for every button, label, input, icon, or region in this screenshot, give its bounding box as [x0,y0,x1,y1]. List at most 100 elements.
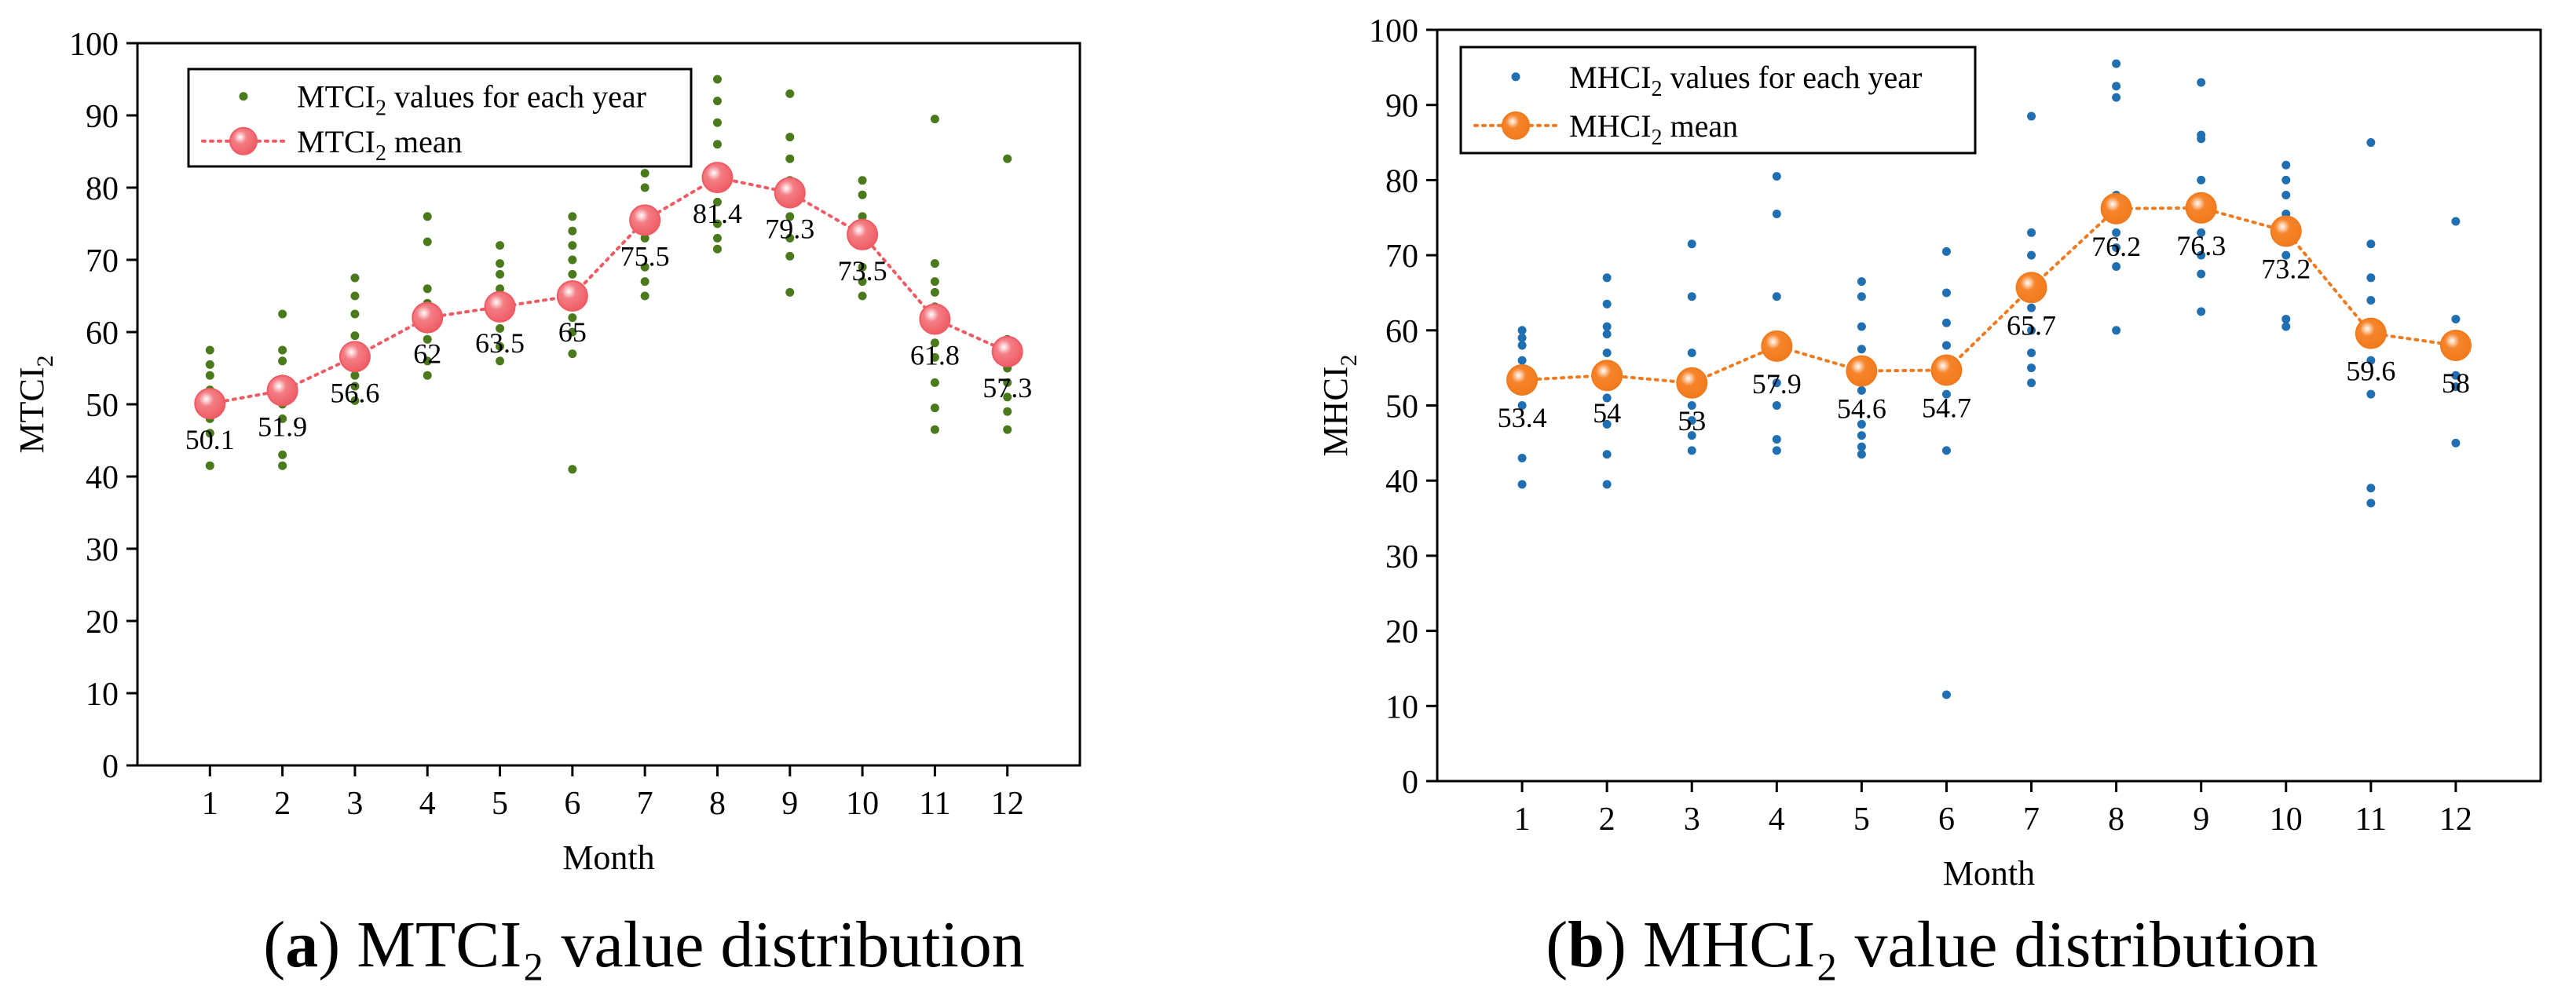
year-value-point [278,461,287,470]
year-value-point [1003,393,1012,402]
year-value-point [1003,378,1012,387]
mean-value-label: 57.3 [982,372,1032,404]
year-value-point [1602,330,1612,339]
year-value-point [350,382,360,391]
mean-value-label: 53.4 [1498,402,1547,433]
year-value-point [1857,419,1866,429]
year-value-point [640,277,649,287]
x-tick-label: 11 [919,786,950,822]
x-tick-label: 7 [637,786,653,822]
mean-marker [701,162,734,194]
mean-marker [991,335,1023,367]
x-tick-label: 2 [1599,802,1615,838]
y-tick-label: 80 [1385,163,1418,199]
mean-value-label: 76.2 [2091,231,2141,262]
x-tick-label: 6 [564,786,580,822]
mean-value-label: 73.2 [2261,253,2311,284]
year-value-point [205,345,214,355]
year-value-point [858,262,867,272]
year-value-point [278,345,287,355]
year-value-point [712,233,722,243]
year-value-point [2112,93,2121,102]
legend-mean-marker [229,126,258,155]
year-value-point [1687,239,1696,249]
mean-value-label: 81.4 [693,198,742,229]
year-value-point [930,378,939,387]
mean-value-label: 76.3 [2176,230,2226,261]
year-value-point [2197,175,2206,184]
year-value-point [568,465,577,474]
mean-marker [194,388,226,420]
mean-value-label: 75.5 [620,240,670,272]
y-tick-label: 40 [1385,464,1418,500]
mean-value-label: 58 [2442,367,2470,399]
year-value-point [1941,288,1951,298]
x-tick-label: 6 [1938,802,1955,838]
year-value-point [712,140,722,149]
legend-label: MTCI2 values for each year [297,79,646,121]
year-value-point [1941,318,1951,327]
year-value-point [2112,261,2121,271]
year-value-point [568,241,577,250]
year-value-point [1857,442,1866,451]
year-value-point [1941,341,1951,350]
year-value-point [2027,363,2036,373]
mean-marker [2015,272,2047,304]
year-value-point [496,241,505,250]
year-value-point [278,309,287,319]
x-axis-label: Month [562,838,654,877]
year-value-point [496,356,505,366]
year-value-point [2027,250,2036,260]
y-tick-label: 90 [1385,89,1418,125]
year-value-point [2366,138,2376,148]
mean-marker [2355,317,2387,349]
y-tick-label: 50 [86,388,119,424]
y-tick-label: 10 [86,677,119,713]
year-value-point [1857,277,1866,287]
year-value-point [350,291,360,301]
x-tick-label: 4 [419,786,436,822]
year-value-point [2366,389,2376,399]
y-tick-label: 20 [86,604,119,641]
legend-point-marker [1511,72,1520,82]
y-tick-label: 100 [69,27,119,63]
legend-label-rest: mean [1662,108,1738,144]
legend-label-subscript: 2 [375,97,386,121]
year-value-point [423,334,432,344]
mean-marker [1506,363,1539,396]
year-value-point [1602,450,1612,459]
x-tick-label: 7 [2023,802,2040,838]
year-value-point [1772,446,1781,455]
x-tick-label: 8 [709,786,726,822]
year-value-point [350,371,360,380]
legend-label-subscript: 2 [1651,77,1662,101]
year-value-point [2281,314,2291,323]
x-tick-label: 3 [346,786,363,822]
year-value-point [496,269,505,279]
year-value-point [2281,191,2291,200]
x-tick-label: 2 [274,786,291,822]
year-value-point [1602,349,1612,358]
legend-label-rest: values for each year [386,79,646,115]
mean-marker [1761,330,1793,362]
year-value-point [712,219,722,228]
y-tick-label: 30 [86,532,119,568]
legend-label-base: MHCI [1569,60,1651,95]
legend-point-marker [239,92,248,101]
year-value-point [1772,292,1781,301]
year-value-point [1602,322,1612,331]
year-value-point [1517,333,1527,342]
y-tick-label: 80 [86,171,119,207]
mean-value-label: 57.9 [1752,368,1802,400]
year-value-point [640,262,649,272]
year-value-point [640,169,649,178]
year-value-point [2197,269,2206,279]
year-value-point [2366,356,2376,365]
mean-marker [847,218,879,250]
year-value-point [858,190,867,199]
x-tick-label: 11 [2355,802,2387,838]
year-value-point [2451,438,2461,447]
year-value-point [423,237,432,247]
y-tick-label: 60 [1385,314,1418,350]
year-value-point [785,133,795,142]
